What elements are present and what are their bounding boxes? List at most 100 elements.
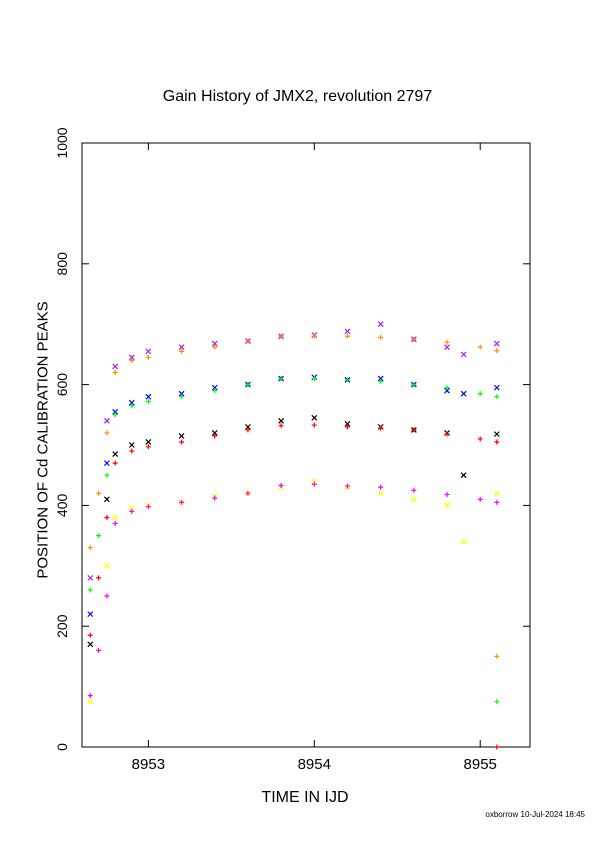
- data-point: [87, 698, 94, 705]
- data-point: [460, 390, 467, 397]
- data-point: [129, 357, 135, 363]
- data-point: [212, 433, 218, 439]
- data-point: [103, 417, 110, 424]
- y-tick-label: 800: [54, 252, 70, 276]
- data-point: [211, 429, 218, 436]
- data-point: [493, 384, 500, 391]
- data-point: [494, 394, 500, 400]
- series-7: [87, 481, 500, 699]
- data-point: [460, 351, 467, 358]
- data-point: [129, 448, 135, 454]
- data-point: [145, 439, 152, 445]
- series-2: [87, 414, 500, 648]
- data-point: [410, 496, 417, 503]
- data-point: [212, 344, 218, 350]
- data-point: [145, 393, 152, 400]
- data-point: [444, 344, 450, 351]
- data-point: [104, 472, 110, 478]
- data-point: [128, 505, 135, 512]
- data-point: [145, 354, 151, 360]
- data-point: [344, 424, 350, 430]
- data-point: [477, 344, 483, 350]
- data-point: [494, 699, 500, 705]
- data-point: [311, 481, 317, 487]
- footer-stamp: oxborrow 10-Jul-2024 18:45: [485, 810, 585, 819]
- data-point: [494, 439, 500, 445]
- data-point: [444, 339, 450, 345]
- data-point: [477, 436, 483, 442]
- data-point: [344, 420, 351, 427]
- y-tick-label: 0: [54, 743, 70, 751]
- data-point: [444, 492, 450, 498]
- series-1: [87, 374, 500, 618]
- data-point: [311, 414, 318, 421]
- data-point: [112, 363, 119, 370]
- x-tick-label: 8953: [132, 756, 165, 773]
- data-point: [311, 478, 318, 485]
- data-point: [494, 499, 500, 505]
- data-point: [87, 641, 94, 648]
- data-point: [178, 344, 185, 351]
- y-tick-label: 1000: [54, 127, 70, 158]
- data-point: [411, 487, 417, 493]
- data-point: [278, 376, 284, 382]
- data-point: [377, 321, 384, 328]
- data-point: [87, 574, 94, 581]
- data-point: [411, 336, 417, 342]
- data-point: [129, 508, 135, 514]
- data-point: [104, 593, 110, 599]
- data-point: [87, 693, 93, 699]
- data-point: [211, 340, 218, 347]
- data-point: [112, 451, 119, 457]
- data-point: [444, 385, 450, 391]
- series-0: [87, 321, 500, 581]
- data-point: [178, 433, 185, 439]
- data-point: [145, 348, 152, 355]
- y-tick-label: 600: [54, 373, 70, 397]
- data-point: [493, 340, 500, 347]
- data-point: [460, 472, 467, 479]
- data-point: [112, 521, 118, 527]
- data-point: [103, 460, 110, 467]
- data-point: [278, 417, 285, 424]
- data-point: [128, 442, 135, 448]
- x-tick-label: 8954: [298, 756, 331, 773]
- series-3: [87, 478, 500, 705]
- data-point: [477, 496, 483, 502]
- data-point: [96, 490, 102, 496]
- data-point: [245, 382, 251, 388]
- plot-frame: [81, 142, 531, 748]
- data-point: [112, 408, 119, 415]
- data-point: [245, 338, 251, 344]
- data-point: [87, 611, 94, 618]
- data-point: [112, 370, 118, 376]
- chart-title: Gain History of JMX2, revolution 2797: [162, 88, 433, 105]
- data-point: [311, 333, 317, 339]
- data-point: [378, 425, 384, 431]
- data-point: [344, 483, 350, 489]
- data-point: [103, 562, 110, 569]
- data-point: [145, 444, 151, 450]
- data-point: [179, 499, 185, 505]
- data-point: [112, 514, 119, 521]
- data-point: [377, 375, 384, 382]
- data-point: [128, 399, 135, 406]
- data-point: [494, 744, 500, 750]
- data-point: [212, 495, 218, 501]
- data-point: [112, 412, 118, 418]
- data-point: [344, 328, 351, 335]
- data-point: [278, 423, 284, 429]
- data-point: [112, 460, 118, 466]
- data-point: [104, 430, 110, 436]
- data-point: [494, 348, 500, 354]
- data-point: [104, 514, 110, 520]
- data-point: [87, 587, 93, 593]
- data-point: [245, 423, 251, 430]
- data-point: [179, 348, 185, 354]
- y-tick-label: 400: [54, 494, 70, 518]
- data-point: [178, 390, 185, 397]
- data-point: [444, 431, 450, 437]
- data-point: [96, 533, 102, 539]
- data-point: [87, 545, 93, 551]
